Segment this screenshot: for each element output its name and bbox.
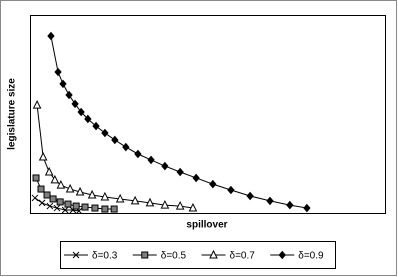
marker	[266, 196, 274, 206]
marker	[54, 67, 62, 77]
marker	[92, 121, 100, 131]
marker	[61, 206, 69, 214]
marker	[75, 186, 85, 196]
marker	[175, 200, 185, 210]
marker	[122, 142, 130, 152]
marker	[38, 151, 48, 161]
plot-area	[30, 15, 386, 214]
marker	[71, 99, 79, 109]
marker	[37, 185, 45, 193]
series-line	[50, 35, 307, 209]
x-axis-label: spillover	[186, 220, 227, 231]
marker	[134, 149, 142, 159]
marker	[56, 198, 64, 206]
marker	[50, 174, 60, 184]
marker	[81, 203, 89, 211]
marker	[286, 200, 294, 210]
marker	[64, 200, 72, 208]
marker	[101, 128, 109, 138]
marker	[77, 107, 85, 117]
marker	[246, 191, 254, 201]
marker	[31, 194, 39, 202]
marker	[53, 204, 61, 212]
marker	[209, 179, 217, 189]
marker	[115, 193, 125, 203]
marker	[110, 205, 118, 213]
marker	[91, 204, 99, 212]
marker	[227, 185, 235, 195]
marker	[87, 189, 97, 199]
legend-label: δ=0.5	[161, 251, 187, 262]
marker	[160, 199, 170, 209]
marker	[303, 203, 311, 213]
marker	[192, 173, 200, 183]
legend-label: δ=0.7	[230, 251, 256, 262]
marker	[130, 195, 140, 205]
legend-label: δ=0.3	[92, 251, 118, 262]
marker	[111, 135, 119, 145]
marker	[176, 167, 184, 177]
marker	[49, 195, 57, 203]
marker	[32, 174, 40, 182]
marker	[59, 79, 67, 89]
marker	[101, 205, 109, 213]
marker	[65, 183, 75, 193]
marker	[65, 90, 73, 100]
marker	[209, 249, 218, 259]
marker	[84, 114, 92, 124]
marker	[43, 191, 51, 199]
marker	[56, 179, 66, 189]
legend-label: δ=0.9	[298, 251, 324, 262]
marker	[188, 202, 198, 212]
marker	[145, 197, 155, 207]
plot-layer	[31, 31, 311, 214]
marker	[278, 250, 286, 260]
marker	[147, 155, 155, 165]
marker	[141, 251, 149, 259]
marker	[72, 251, 80, 259]
y-axis-label: legislature size	[7, 78, 18, 150]
marker	[44, 166, 54, 176]
marker	[38, 199, 46, 207]
marker	[47, 31, 55, 41]
marker	[32, 99, 42, 109]
marker	[46, 202, 54, 210]
marker	[72, 202, 80, 210]
marker	[100, 191, 110, 201]
marker	[161, 161, 169, 171]
